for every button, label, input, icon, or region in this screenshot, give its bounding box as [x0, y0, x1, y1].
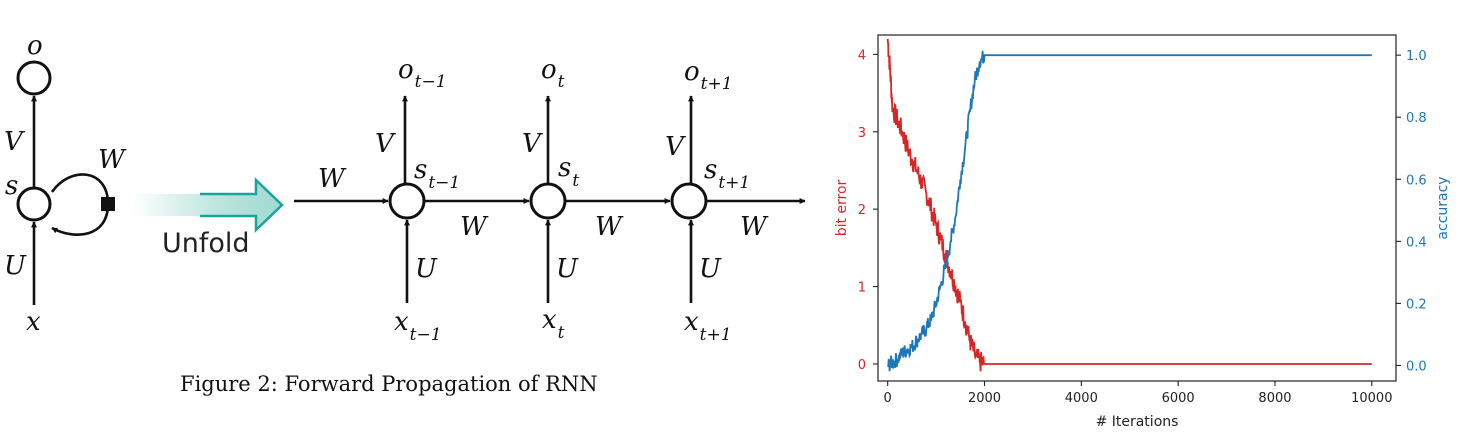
x-tick-label: 6000	[1162, 391, 1195, 406]
recurrent-loop	[50, 173, 110, 236]
plot-frame	[877, 34, 1397, 382]
right-y-tick-label: 0.0	[1406, 359, 1427, 374]
right-axis-label: accuracy	[1435, 176, 1451, 239]
x-tick-label: 2000	[968, 391, 1001, 406]
delay-square	[101, 197, 115, 211]
right-y-tick-label: 0.8	[1406, 111, 1427, 126]
label-o-t-minus-1: ot−1	[398, 55, 447, 92]
figure-caption: Figure 2: Forward Propagation of RNN	[180, 372, 598, 396]
training-chart: 0 2000 4000 6000 8000 10000 0 1 2 3 4 0.0 0.2 0.4 0.6 0…	[834, 34, 1451, 430]
state-node	[16, 186, 52, 222]
folded-rnn: o V W s U x	[4, 31, 127, 337]
label-u-2: U	[556, 254, 579, 284]
label-v-2: V	[522, 129, 543, 159]
label-x: x	[26, 307, 41, 337]
label-v-1: V	[375, 129, 396, 159]
right-y-tick-label: 0.4	[1406, 235, 1427, 250]
label-u-1: U	[415, 254, 438, 284]
label-w: W	[98, 145, 127, 175]
left-y-tick-label: 0	[858, 358, 866, 373]
left-y-tick-label: 2	[858, 203, 866, 218]
unfold-arrow: Unfold	[132, 177, 284, 259]
unfold-arrow-body	[132, 180, 282, 230]
unfold-label: Unfold	[162, 228, 250, 259]
unrolled-rnn: ot−1 ot ot+1 V V V st−1 st st+1 W W W W …	[294, 55, 806, 345]
x-tick-label: 10000	[1351, 391, 1392, 406]
unfold-arrow-outline	[200, 177, 284, 233]
series-line-bit-error	[886, 38, 1372, 372]
label-s-t-plus-1: st+1	[704, 155, 750, 193]
left-y-tick-label: 1	[858, 281, 866, 296]
output-node	[16, 60, 52, 96]
label-s: s	[5, 171, 18, 201]
label-v-3: V	[665, 132, 686, 162]
label-x-t-plus-1: xt+1	[684, 307, 732, 345]
x-tick-label: 8000	[1258, 391, 1291, 406]
label-w-in: W	[318, 164, 347, 194]
right-y-tick-label: 1.0	[1406, 49, 1427, 64]
label-s-t: st	[558, 153, 579, 191]
state-node-t	[529, 182, 567, 220]
x-tick-label: 0	[884, 391, 892, 406]
x-axis-label: # Iterations	[1096, 414, 1179, 430]
left-y-tick-label: 3	[858, 126, 866, 141]
label-o-t-plus-1: ot+1	[684, 57, 733, 94]
label-o: o	[27, 31, 43, 61]
left-axis-label: bit error	[834, 179, 850, 236]
label-w-2: W	[595, 212, 624, 242]
label-u-3: U	[699, 254, 722, 284]
label-v: V	[4, 127, 25, 157]
label-u: U	[4, 251, 27, 281]
right-y-tick-label: 0.2	[1406, 297, 1427, 312]
label-w-3: W	[740, 212, 769, 242]
label-x-t-minus-1: xt−1	[394, 307, 442, 345]
label-o-t: ot	[541, 55, 565, 92]
label-x-t: xt	[542, 305, 565, 343]
right-y-tick-label: 0.6	[1406, 173, 1427, 188]
label-w-1: W	[460, 212, 489, 242]
x-tick-label: 4000	[1065, 391, 1098, 406]
state-node-t-plus-1	[670, 182, 708, 220]
state-node-t-minus-1	[388, 182, 426, 220]
series-line-accuracy	[887, 50, 1372, 372]
label-s-t-minus-1: st−1	[414, 155, 460, 193]
left-y-tick-label: 4	[858, 48, 866, 63]
